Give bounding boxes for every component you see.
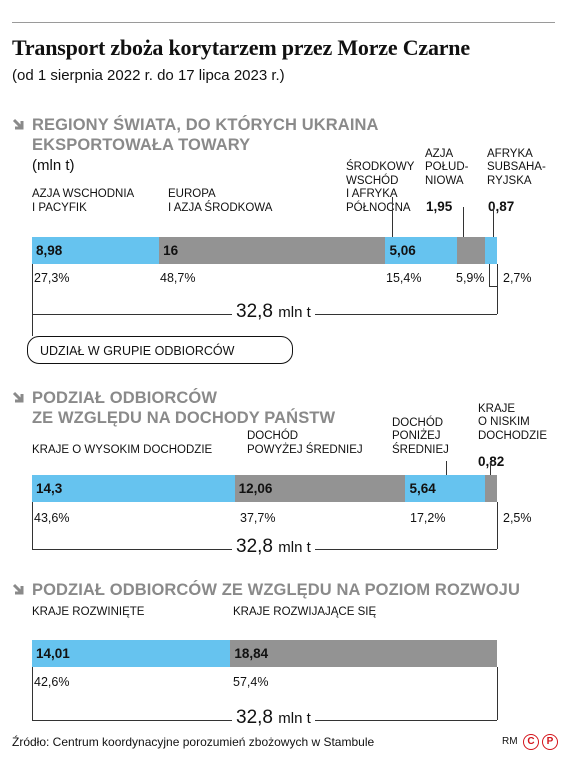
arrow-down-right-icon: [12, 391, 24, 403]
category-label: EUROPA I AZJA ŚRODKOWA: [168, 188, 273, 214]
share-label: 48,7%: [160, 271, 196, 285]
leader-line: [32, 667, 33, 720]
leader-line: [497, 502, 498, 549]
category-label: KRAJE ROZWINIĘTE: [32, 605, 145, 618]
bar-segment: [405, 475, 486, 502]
logo-p-icon: P: [542, 734, 558, 750]
bar-segment: [32, 237, 160, 264]
share-label: 17,2%: [410, 511, 446, 525]
bar-value-label: 12,06: [238, 481, 273, 496]
bar-value-label: 5,06: [389, 243, 416, 258]
category-label: KRAJE O WYSOKIM DOCHODZIE: [32, 443, 213, 456]
source-note: Źródło: Centrum koordynacyjne porozumień…: [12, 735, 375, 749]
total-label: 32,8 mln t: [232, 301, 315, 323]
share-label: 43,6%: [34, 511, 70, 525]
logo-c-icon: C: [523, 734, 539, 750]
unit-label: (mln t): [32, 157, 75, 174]
share-label: 27,3%: [34, 271, 70, 285]
bar-segment: [159, 237, 386, 264]
leader-line: [463, 207, 464, 237]
category-label: AZJA POŁUD- NIOWA: [425, 147, 469, 187]
bar-value-label: 0,87: [488, 199, 515, 214]
bar-segment: [485, 475, 497, 502]
bar-value-label: 1,95: [426, 199, 453, 214]
bar-segment: [385, 237, 458, 264]
share-label: 42,6%: [34, 675, 70, 689]
share-label: 2,5%: [503, 511, 532, 525]
page-title: Transport zboża korytarzem przez Morze C…: [12, 35, 470, 60]
bar-segment: [234, 475, 406, 502]
leader-line: [493, 207, 494, 237]
bar-value-label: 16: [163, 243, 179, 258]
share-label: 37,7%: [240, 511, 276, 525]
section-title: PODZIAŁ ODBIORCÓW ZE WZGLĘDU NA DOCHODY P…: [32, 389, 336, 427]
bar-value-label: 18,84: [234, 646, 269, 661]
category-label: KRAJE O NISKIM DOCHODZIE: [478, 402, 547, 442]
bar-segment: [457, 237, 485, 264]
leader-line: [392, 197, 393, 237]
bar-value-label: 14,01: [36, 646, 70, 661]
bar-segment: [32, 640, 231, 667]
bar-value-label: 8,98: [36, 243, 63, 258]
category-label: KRAJE ROZWIJAJĄCE SIĘ: [233, 605, 377, 618]
page-subtitle: (od 1 sierpnia 2022 r. do 17 lipca 2023 …: [12, 67, 285, 84]
leader-line: [32, 314, 33, 336]
leader-line: [489, 264, 490, 286]
total-label: 32,8 mln t: [232, 707, 315, 729]
share-label: 15,4%: [386, 271, 422, 285]
share-label: 5,9%: [456, 271, 485, 285]
category-label: DOCHÓD POWYŻEJ ŚREDNIEJ: [247, 430, 363, 456]
arrow-down-right-icon: [12, 583, 24, 595]
bar-value-label: 0,82: [478, 454, 505, 469]
category-label: ŚRODKOWY WSCHÓD I AFRYKA PÓŁNOCNA: [346, 161, 415, 214]
category-label: AZJA WSCHODNIA I PACYFIK: [32, 188, 135, 214]
section-title: PODZIAŁ ODBIORCÓW ZE WZGLĘDU NA POZIOM R…: [32, 581, 520, 599]
section-title: REGIONY ŚWIATA, DO KTÓRYCH UKRAINA EKSPOR…: [32, 116, 379, 154]
category-label: AFRYKA SUBSAHA- RYJSKA: [487, 147, 546, 187]
bar-value-label: 14,3: [36, 481, 63, 496]
leader-line: [489, 286, 497, 287]
category-label: DOCHÓD PONIŻEJ ŚREDNIEJ: [392, 416, 449, 456]
share-label: 2,7%: [503, 271, 532, 285]
bar-segment: [230, 640, 497, 667]
arrow-down-right-icon: [12, 118, 24, 130]
leader-line: [497, 667, 498, 720]
leader-line: [32, 264, 33, 314]
leader-line: [490, 461, 491, 475]
total-label: 32,8 mln t: [232, 536, 315, 558]
share-label: 57,4%: [233, 675, 269, 689]
share-legend-pill: UDZIAŁ W GRUPIE ODBIORCÓW: [27, 336, 293, 364]
bar-value-label: 5,64: [409, 481, 436, 496]
leader-line: [497, 264, 498, 314]
top-rule: [12, 22, 555, 23]
author-credit: RM: [502, 736, 518, 747]
leader-line: [32, 502, 33, 549]
bar-segment: [484, 237, 497, 264]
leader-line: [446, 461, 447, 475]
bar-segment: [32, 475, 235, 502]
